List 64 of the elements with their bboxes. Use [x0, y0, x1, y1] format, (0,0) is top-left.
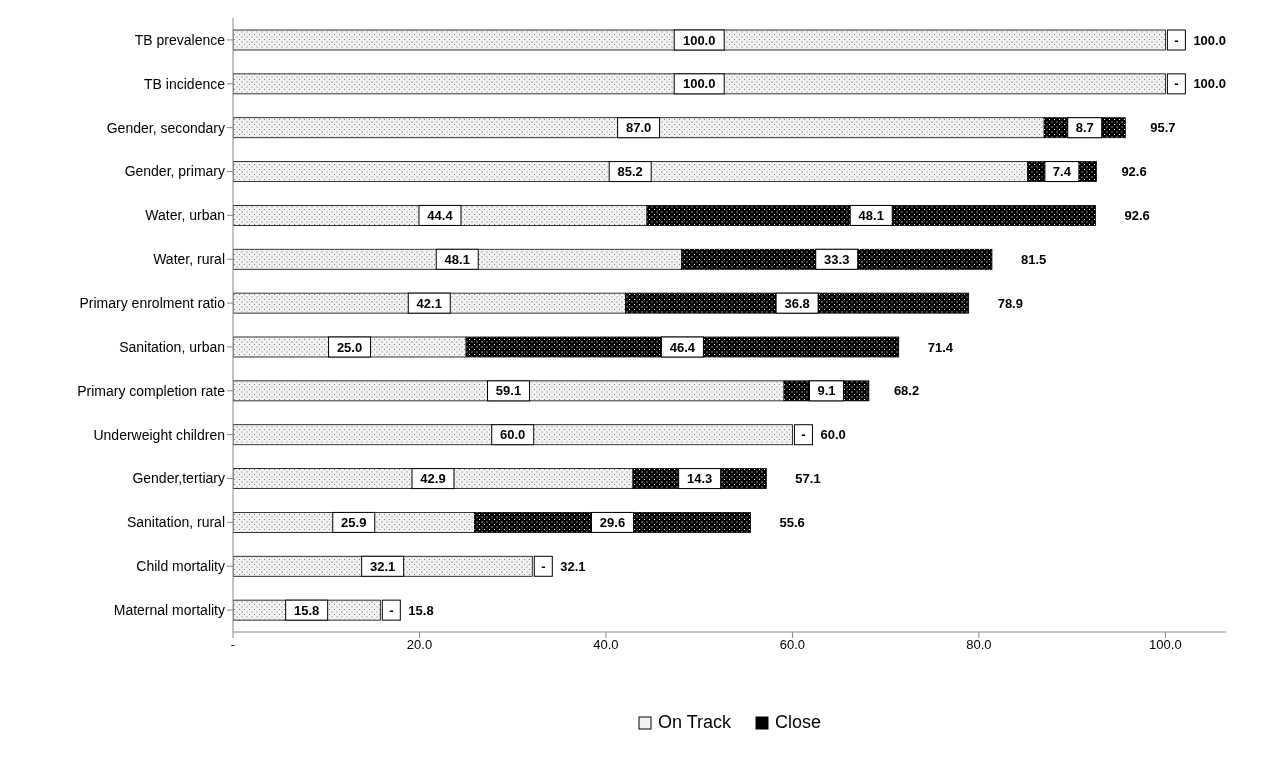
data-label: 46.4: [669, 339, 696, 355]
x-tick-label: -: [230, 637, 236, 653]
total-label: 92.6: [1124, 207, 1150, 223]
data-label: 85.2: [617, 164, 643, 180]
y-tick-label: Child mortality: [136, 558, 225, 575]
total-label: 92.6: [1121, 164, 1147, 180]
y-tick-label: Maternal mortality: [113, 602, 225, 619]
data-label: 100.0: [682, 76, 716, 92]
data-label: -: [801, 427, 806, 443]
data-label: -: [541, 558, 546, 574]
data-label: 36.8: [784, 295, 810, 311]
x-tick-label: 20.0: [406, 637, 433, 653]
total-label: 95.7: [1150, 120, 1176, 136]
total-label: 60.0: [820, 427, 846, 443]
data-label: 42.9: [420, 471, 446, 487]
x-tick-label: 60.0: [779, 637, 806, 653]
legend-label: On Track: [657, 712, 731, 733]
data-label: 9.1: [817, 383, 836, 399]
y-tick-label: Water, urban: [145, 207, 225, 224]
data-label: 87.0: [625, 120, 652, 136]
data-label: 42.1: [416, 295, 442, 311]
data-label: 48.1: [444, 251, 470, 267]
legend-label: Close: [775, 712, 822, 733]
y-tick-label: Water, rural: [153, 251, 225, 268]
y-tick-label: TB incidence: [144, 75, 226, 92]
y-tick-label: Underweight children: [93, 426, 225, 443]
y-tick-label: Gender, primary: [124, 163, 225, 180]
data-label: 48.1: [858, 207, 884, 223]
data-label: 33.3: [824, 251, 850, 267]
data-label: 29.6: [599, 514, 626, 530]
total-label: 100.0: [1193, 32, 1226, 48]
data-label: -: [1174, 32, 1179, 48]
y-tick-label: Primary completion rate: [77, 382, 226, 399]
total-label: 15.8: [408, 602, 434, 618]
data-label: 15.8: [294, 602, 320, 618]
data-label: 25.0: [336, 339, 363, 355]
y-tick-label: Primary enrolment ratio: [79, 295, 226, 312]
data-label: 100.0: [682, 32, 716, 48]
y-tick-label: TB prevalence: [134, 31, 226, 48]
data-label: 59.1: [495, 383, 522, 399]
y-tick-label: Sanitation, rural: [126, 514, 225, 531]
total-label: 55.6: [779, 514, 805, 530]
y-tick-label: Gender,tertiary: [132, 470, 225, 487]
x-tick-label: 100.0: [1149, 637, 1182, 653]
total-label: 78.9: [997, 295, 1023, 311]
data-label: 44.4: [427, 207, 454, 223]
data-label: -: [1174, 76, 1179, 92]
total-label: 57.1: [795, 471, 821, 487]
total-label: 68.2: [893, 383, 920, 399]
total-label: 71.4: [927, 339, 954, 355]
data-label: 60.0: [500, 427, 526, 443]
y-tick-label: Sanitation, urban: [119, 338, 225, 355]
total-label: 100.0: [1193, 76, 1226, 92]
data-label: 25.9: [341, 514, 367, 530]
total-label: 32.1: [560, 558, 586, 574]
total-label: 81.5: [1020, 251, 1047, 267]
y-tick-label: Gender, secondary: [106, 119, 225, 136]
data-label: 14.3: [687, 471, 713, 487]
x-tick-label: 80.0: [966, 637, 992, 653]
data-label: 8.7: [1075, 120, 1094, 136]
data-label: -: [389, 602, 394, 618]
data-label: 32.1: [369, 558, 396, 574]
x-tick-label: 40.0: [593, 637, 619, 653]
data-label: 7.4: [1052, 164, 1072, 180]
